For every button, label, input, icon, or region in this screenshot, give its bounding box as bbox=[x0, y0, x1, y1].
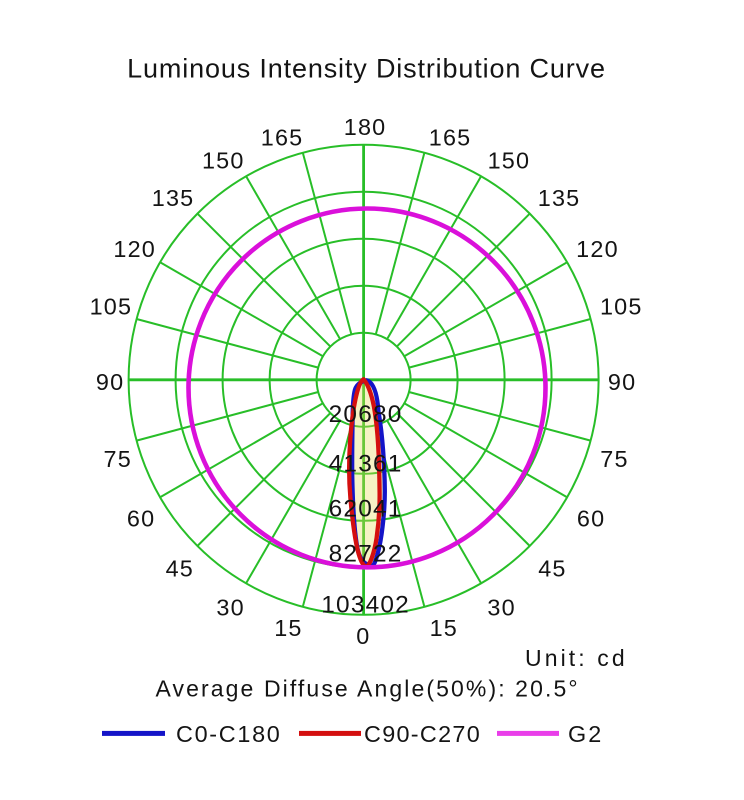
svg-text:120: 120 bbox=[113, 236, 156, 262]
svg-text:Unit: cd: Unit: cd bbox=[525, 645, 628, 671]
svg-text:90: 90 bbox=[608, 369, 636, 395]
svg-text:165: 165 bbox=[261, 125, 304, 151]
svg-text:62041: 62041 bbox=[329, 495, 403, 522]
svg-text:120: 120 bbox=[576, 236, 619, 262]
svg-text:105: 105 bbox=[90, 294, 133, 320]
svg-text:75: 75 bbox=[103, 446, 131, 472]
svg-text:Average Diffuse Angle(50%): 20: Average Diffuse Angle(50%): 20.5° bbox=[156, 676, 580, 702]
svg-text:150: 150 bbox=[202, 148, 245, 174]
svg-text:75: 75 bbox=[600, 446, 628, 472]
svg-text:20680: 20680 bbox=[329, 401, 403, 428]
svg-text:82722: 82722 bbox=[329, 540, 403, 567]
svg-text:103402: 103402 bbox=[321, 591, 410, 618]
svg-text:45: 45 bbox=[538, 556, 566, 582]
svg-text:30: 30 bbox=[487, 594, 515, 620]
svg-text:180: 180 bbox=[344, 114, 387, 140]
svg-text:0: 0 bbox=[356, 623, 370, 649]
svg-text:150: 150 bbox=[488, 148, 531, 174]
svg-text:15: 15 bbox=[430, 615, 458, 641]
svg-text:30: 30 bbox=[216, 594, 244, 620]
svg-text:C0-C180: C0-C180 bbox=[176, 721, 282, 747]
svg-text:41361: 41361 bbox=[329, 450, 403, 477]
svg-text:135: 135 bbox=[152, 185, 195, 211]
svg-text:15: 15 bbox=[274, 615, 302, 641]
svg-text:60: 60 bbox=[577, 506, 605, 532]
svg-text:105: 105 bbox=[600, 294, 643, 320]
svg-text:C90-C270: C90-C270 bbox=[364, 721, 481, 747]
svg-text:Luminous Intensity Distributio: Luminous Intensity Distribution Curve bbox=[127, 54, 606, 84]
svg-text:60: 60 bbox=[127, 506, 155, 532]
svg-text:135: 135 bbox=[538, 185, 581, 211]
svg-text:G2: G2 bbox=[568, 721, 603, 747]
svg-text:165: 165 bbox=[429, 125, 472, 151]
svg-text:45: 45 bbox=[166, 556, 194, 582]
svg-text:90: 90 bbox=[96, 369, 124, 395]
